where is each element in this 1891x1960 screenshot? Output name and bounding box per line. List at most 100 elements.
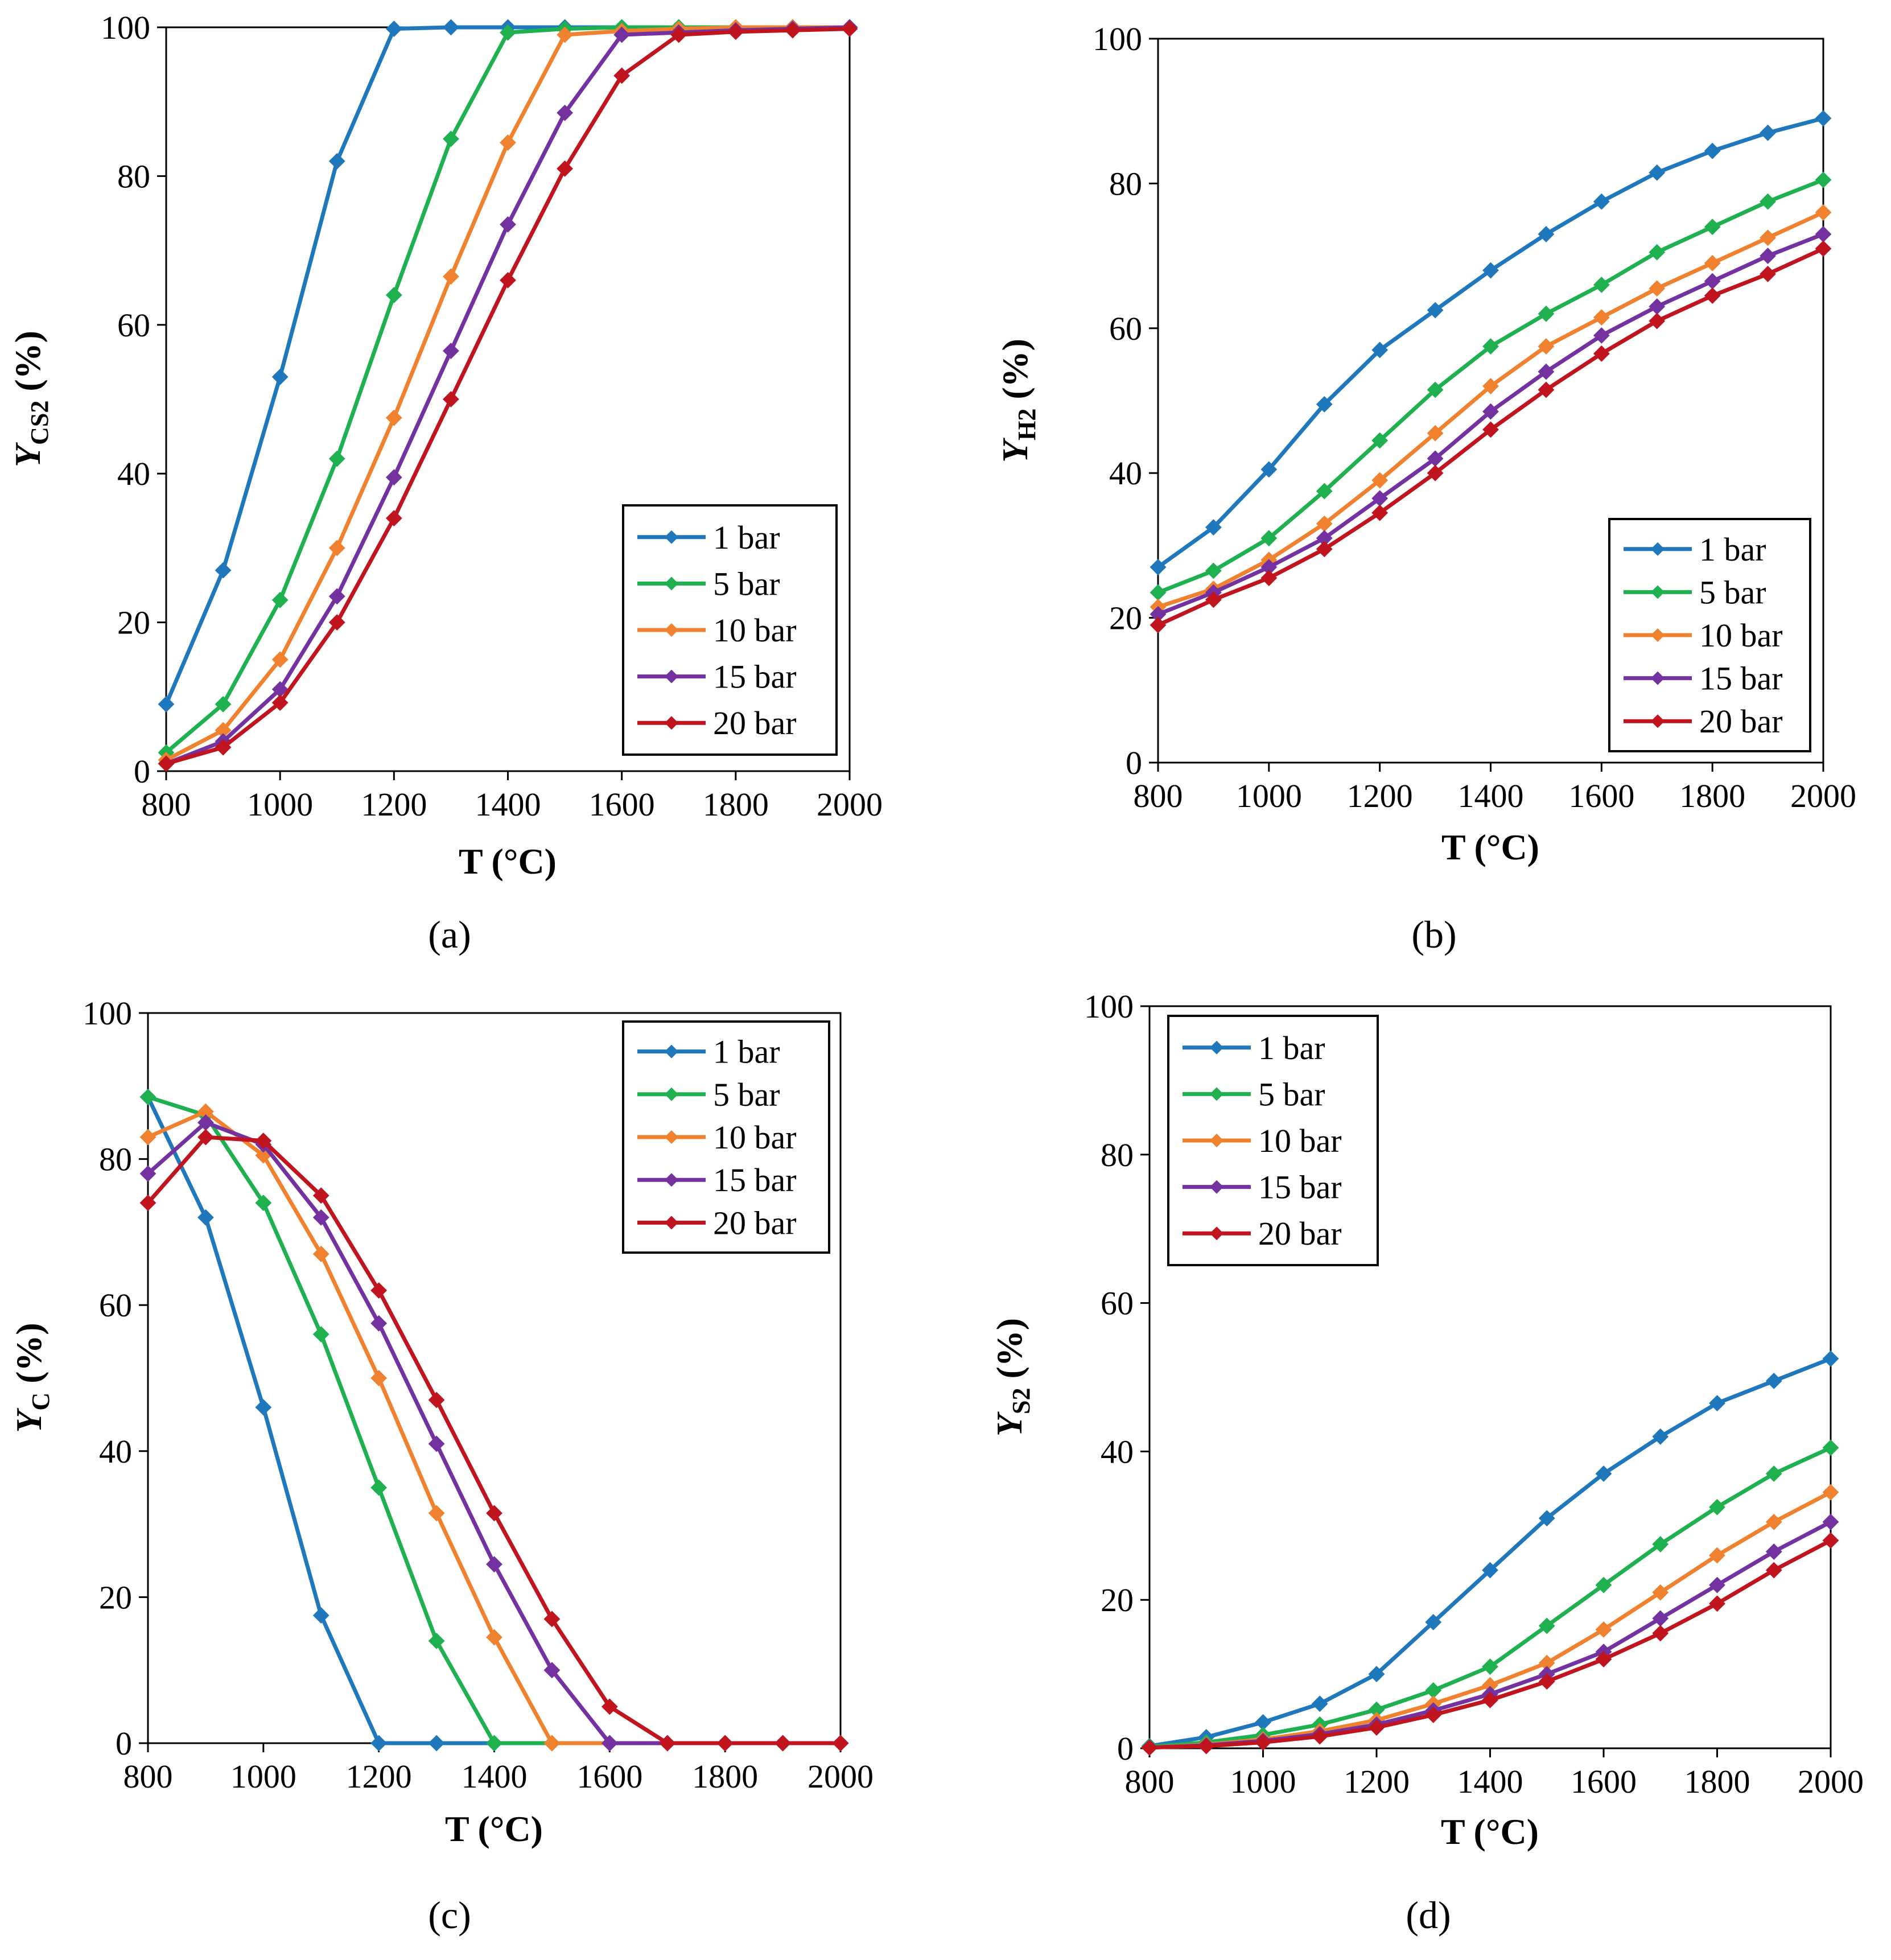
legend: 1 bar 5 bar 10 bar 15 bar 20 bar [1167,1015,1379,1266]
data-point [500,216,516,233]
x-tick-label: 1400 [475,786,541,823]
data-point [1652,1584,1669,1601]
legend-label: 5 bar [1258,1076,1325,1113]
data-point [1538,338,1555,355]
y-tick-label: 60 [117,307,150,344]
legend-label: 1 bar [713,519,780,556]
legend-marker [1651,542,1665,556]
data-point [312,1245,329,1262]
data-point [312,1326,329,1343]
panel-label: (b) [1411,913,1456,956]
data-point [1198,1737,1215,1755]
data-point [385,409,402,426]
data-point [613,67,631,84]
x-tick-label: 1600 [1571,1763,1637,1800]
x-tick-label: 1000 [230,1758,296,1795]
data-point [271,694,289,711]
data-point [328,153,345,170]
data-point [557,104,573,121]
data-point [486,1735,502,1752]
x-axis-title: T (°C) [1441,1811,1539,1852]
data-point [1652,1625,1669,1642]
data-point [328,588,345,605]
legend-marker [1651,671,1665,685]
y-tick-label: 80 [117,158,150,195]
chart-panel-d: 0 20 40 60 80 100 800 1000 1200 1400 1600 1800 2000 T… [989,988,1864,1937]
y-tick-label: 0 [1126,744,1142,781]
data-point [428,1735,445,1752]
data-point [486,1556,502,1573]
panel-label: (a) [428,913,471,956]
x-tick-label: 1800 [703,786,769,823]
data-point [1760,229,1776,246]
series-line [1149,1520,1832,1750]
legend-marker [1210,1040,1223,1055]
data-point [1538,305,1555,322]
data-point [1255,1734,1271,1751]
data-point [1371,472,1389,489]
data-point [255,1133,272,1149]
data-point [1427,464,1444,481]
legend-label: 20 bar [713,1204,797,1241]
y-tick-label: 20 [1109,600,1142,637]
series-15-bar [1141,1513,1839,1756]
legend-marker [665,1044,678,1059]
y-axis-title-subscript: C [27,1393,55,1411]
y-tick-label: 20 [117,604,150,641]
legend-marker [1651,628,1665,642]
data-point [1649,312,1666,330]
data-point [1482,1691,1498,1708]
data-point [1765,1513,1782,1530]
legend-label: 15 bar [713,1162,797,1199]
data-point [1482,403,1499,420]
data-point [370,1735,388,1752]
y-tick-label: 60 [99,1287,132,1324]
data-point [1652,1428,1669,1445]
legend-label: 1 bar [1699,531,1766,568]
y-tick-label: 80 [1109,165,1142,202]
data-point [486,1505,502,1522]
data-point [543,1611,561,1628]
legend-label: 15 bar [713,658,797,695]
data-point [784,22,801,39]
data-point [670,26,687,43]
data-point [443,391,459,407]
legend-label: 10 bar [713,612,797,649]
data-point [1150,584,1167,601]
data-point [1765,1543,1782,1560]
legend-marker [1210,1087,1223,1101]
data-point [271,591,289,608]
legend-marker [665,716,678,730]
data-point [1260,530,1278,547]
data-point [1649,164,1666,181]
data-point [370,1479,388,1496]
data-point [543,1662,561,1679]
data-point [1649,298,1666,315]
data-point [1652,1535,1669,1553]
data-point [1371,504,1389,521]
data-point [543,1735,561,1752]
data-point [1150,616,1167,633]
data-point [1822,1350,1839,1367]
y-axis-title-unit: (%) [7,331,48,401]
data-point [1815,110,1832,127]
x-tick-label: 800 [123,1758,173,1795]
y-tick-label: 60 [1101,1285,1134,1322]
data-point [1709,1498,1725,1516]
data-point [197,1129,214,1146]
data-point [385,287,402,303]
y-axis-title-subscript: S2 [1007,1388,1035,1414]
data-point [1709,1395,1725,1412]
data-point [486,1629,502,1646]
data-point [312,1607,329,1624]
data-point [1316,396,1333,413]
data-point [385,20,402,38]
data-point [215,739,232,756]
data-point [1760,124,1776,141]
x-tick-label: 1200 [1347,777,1413,814]
data-point [1141,1739,1158,1756]
data-point [1427,302,1444,319]
series-20-bar [1141,1532,1839,1756]
legend-label: 1 bar [1258,1030,1325,1067]
data-point [1649,280,1666,297]
